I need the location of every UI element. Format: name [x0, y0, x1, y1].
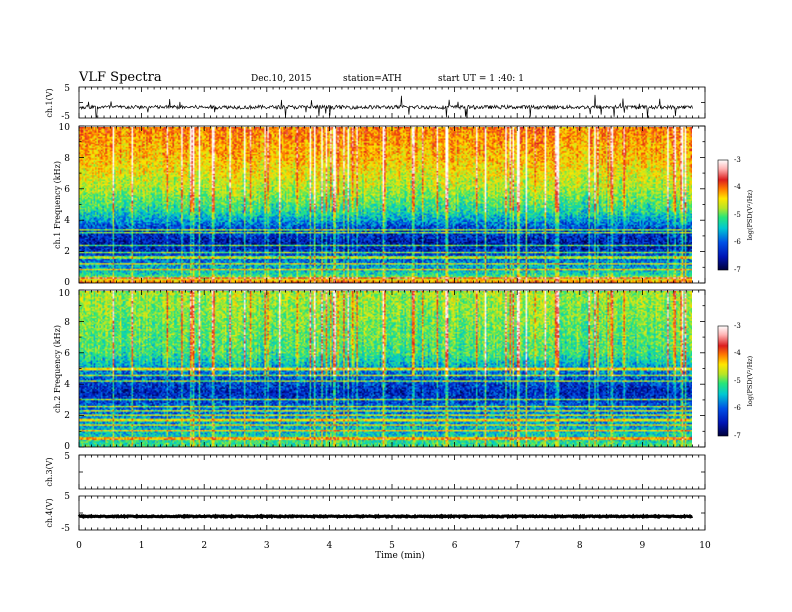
ch1-spec-ytick-2: 2 — [64, 247, 70, 257]
ch1-colorbar-tick-m6: -6 — [734, 238, 741, 246]
ch4-ytick-top: 5 — [64, 492, 70, 502]
ch2-colorbar-tick-m4: -4 — [734, 349, 741, 357]
ch1-colorbar-label: log(PSD(V²/Hz) — [746, 189, 754, 240]
ch2-colorbar-gradient — [717, 325, 729, 437]
xtick-5: 5 — [389, 541, 395, 551]
axis-ticks — [78, 87, 706, 530]
ch1-spec-ytick-8: 8 — [64, 154, 70, 164]
ch1-colorbar-tick-m7: -7 — [734, 266, 741, 274]
ch1-spec-ylabel: ch.1 Frequency (kHz) — [53, 161, 62, 249]
xtick-0: 0 — [76, 541, 82, 551]
ch1-colorbar-gradient — [717, 159, 729, 271]
ch2-spec-ytick-2: 2 — [64, 411, 70, 421]
xtick-6: 6 — [452, 541, 458, 551]
xaxis-label: Time (min) — [375, 550, 425, 561]
xtick-9: 9 — [640, 541, 646, 551]
ch2-spec-ytick-4: 4 — [64, 380, 70, 390]
ch1-colorbar: -3 -4 -5 -6 -7 log(PSD(V²/Hz) — [717, 156, 754, 274]
ch1-ytick-bottom: -5 — [61, 112, 70, 122]
ch4-waveform-trace — [77, 513, 694, 520]
ch2-spec-ylabel: ch.2 Frequency (kHz) — [53, 325, 62, 413]
xtick-1: 1 — [139, 541, 145, 551]
ch3-waveform-frame — [78, 454, 706, 490]
ch2-spec-ytick-6: 6 — [64, 349, 70, 359]
figure-title: VLF Spectra — [79, 70, 162, 85]
ch1-colorbar-tick-m3: -3 — [734, 156, 741, 164]
ch1-spec-ytick-0: 0 — [64, 278, 70, 288]
ch2-spec-ytick-8: 8 — [64, 318, 70, 328]
ch1-ylabel: ch.1(V) — [45, 88, 54, 117]
date-label: Dec.10, 2015 — [251, 74, 312, 84]
ch1-colorbar-tick-m4: -4 — [734, 183, 741, 191]
ch1-spec-ytick-4: 4 — [64, 216, 70, 226]
xtick-8: 8 — [577, 541, 583, 551]
station-label: station=ATH — [343, 74, 402, 84]
ch2-spec-ytick-0: 0 — [64, 442, 70, 452]
ch3-ytick-top: 5 — [64, 452, 70, 462]
xtick-2: 2 — [201, 541, 207, 551]
ch1-colorbar-tick-m5: -5 — [734, 211, 741, 219]
xtick-3: 3 — [264, 541, 270, 551]
ch1-ytick-top: 5 — [64, 84, 70, 94]
xtick-10: 10 — [699, 541, 711, 551]
xtick-4: 4 — [327, 541, 333, 551]
ch2-colorbar-tick-m6: -6 — [734, 404, 741, 412]
ch1-spectrogram-image — [79, 127, 692, 283]
ch4-ylabel: ch.4(V) — [45, 498, 54, 527]
ch3-ylabel: ch.3(V) — [45, 457, 54, 486]
ch2-colorbar: -3 -4 -5 -6 -7 log(PSD(V²/Hz) — [717, 322, 754, 440]
ch2-spec-ytick-10: 10 — [59, 289, 71, 299]
ch1-spec-ytick-6: 6 — [64, 185, 70, 195]
ch2-spectrogram-image — [79, 291, 692, 447]
ch2-colorbar-label: log(PSD(V²/Hz) — [746, 355, 754, 406]
ch2-colorbar-tick-m3: -3 — [734, 322, 741, 330]
ch2-colorbar-tick-m7: -7 — [734, 432, 741, 440]
ch2-colorbar-tick-m5: -5 — [734, 377, 741, 385]
ch1-spec-ytick-10: 10 — [59, 123, 71, 133]
ch1-waveform-trace — [78, 94, 693, 119]
start-time-label: start UT = 1 :40: 1 — [438, 74, 524, 84]
ch4-waveform-frame — [78, 495, 706, 531]
ch4-ytick-bottom: -5 — [61, 524, 70, 534]
xtick-7: 7 — [514, 541, 520, 551]
